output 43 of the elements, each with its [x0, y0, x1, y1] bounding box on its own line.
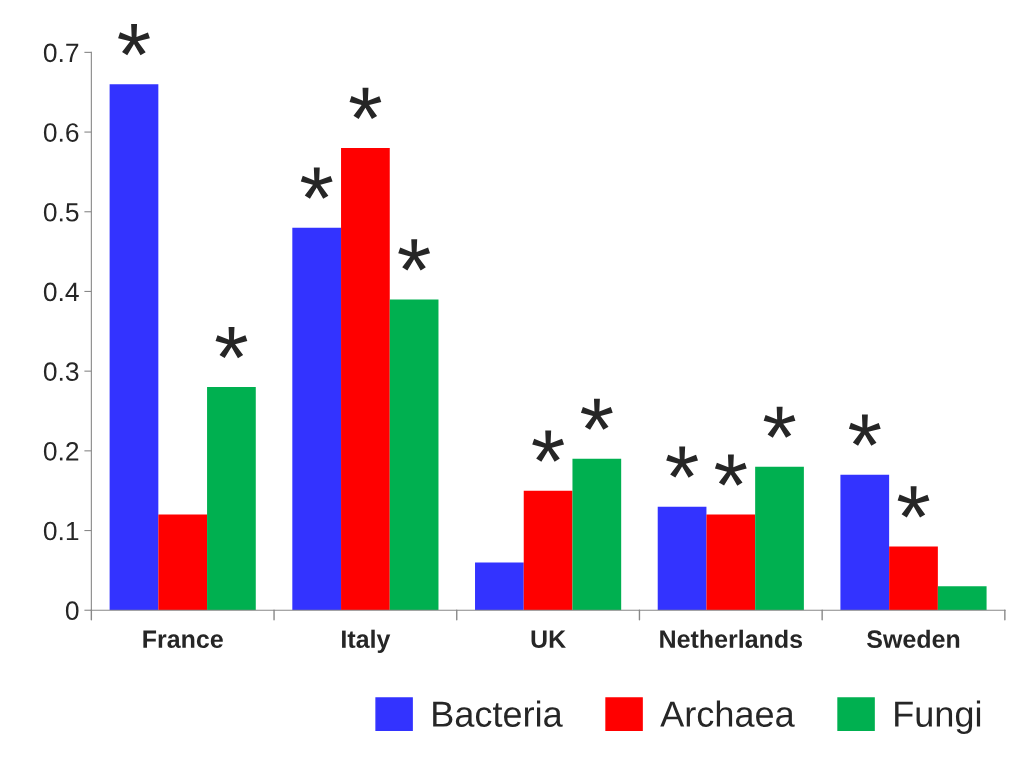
x-tick-label: Italy [342, 629, 391, 653]
legend-label: Archaea [660, 700, 795, 727]
y-tick-label: 0.2 [43, 441, 79, 461]
bar [523, 490, 573, 611]
data-label: * [300, 167, 333, 199]
bar [158, 514, 208, 611]
bar [341, 148, 390, 611]
bar [706, 514, 756, 611]
x-tick-label: Sweden [866, 629, 960, 649]
legend-label: Bacteria [433, 700, 563, 727]
data-label: * [580, 398, 613, 430]
data-label: * [666, 446, 698, 478]
data-label: * [714, 454, 747, 486]
bar [109, 84, 159, 611]
x-tick-label: France [143, 630, 223, 649]
data-label: * [349, 87, 382, 120]
data-label: * [848, 414, 881, 446]
data-label: * [897, 486, 930, 518]
data-label: * [215, 326, 248, 359]
bar [475, 562, 524, 611]
data-label: * [532, 430, 565, 462]
bar [207, 387, 256, 611]
bar [572, 458, 622, 611]
y-tick-label: 0.5 [43, 202, 79, 222]
bar [292, 227, 342, 611]
x-tick-label: Netherlands [660, 629, 803, 649]
y-tick-label: 0.1 [43, 521, 79, 541]
x-tick-label: UK [531, 630, 566, 649]
data-label: * [398, 239, 431, 271]
bar [389, 299, 439, 611]
bar [889, 546, 938, 611]
y-tick-label: 0.7 [43, 43, 79, 63]
y-tick-label: 0.4 [43, 282, 79, 302]
data-label: * [118, 24, 150, 56]
y-tick-label: 0.6 [43, 123, 79, 142]
legend-label: Fungi [895, 700, 981, 735]
bar [840, 474, 890, 611]
data-label: * [763, 406, 796, 438]
y-tick-label: 0 [65, 601, 79, 621]
y-tick-label: 0.3 [43, 362, 79, 381]
bar [755, 466, 804, 611]
bar [657, 506, 707, 611]
bar [937, 586, 987, 611]
